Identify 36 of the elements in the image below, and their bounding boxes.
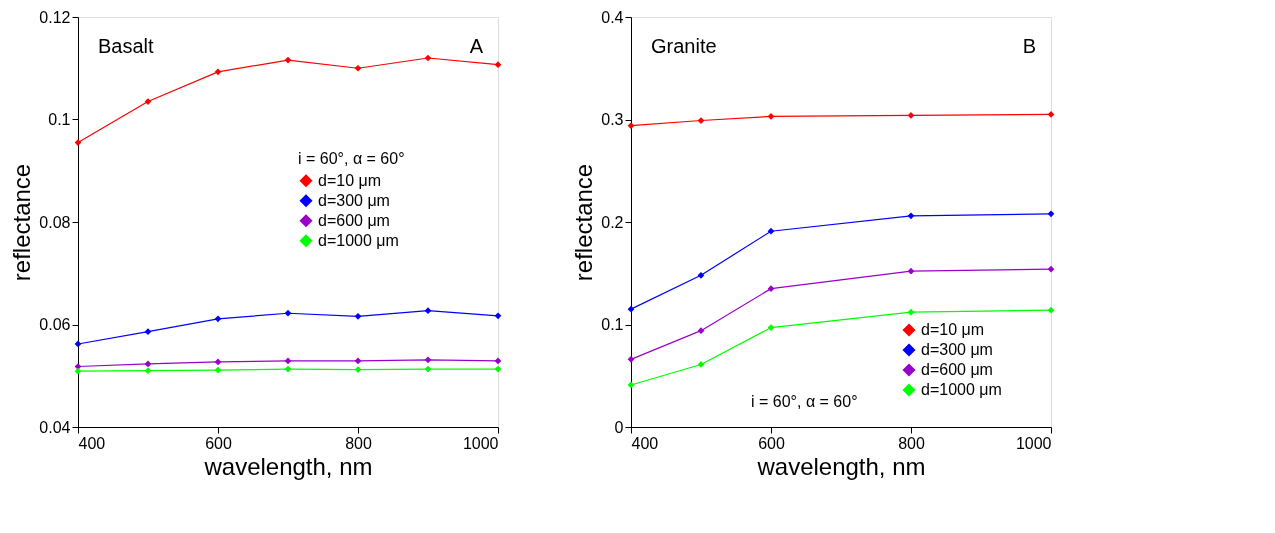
legend-label: d=300 μm: [318, 191, 390, 209]
x-tick-label: 1000: [462, 434, 499, 452]
annotation: A: [469, 35, 484, 57]
y-tick-label: 0.3: [601, 111, 624, 128]
legend-label: d=1000 μm: [318, 231, 399, 249]
y-tick-label: 0: [614, 418, 624, 436]
x-tick-label: 400: [631, 434, 659, 452]
x-axis-title: wavelength, nm: [203, 452, 373, 480]
x-tick-label: 600: [205, 434, 232, 452]
legend-label: d=300 μm: [921, 341, 993, 358]
annotation: i = 60°, α = 60°: [751, 393, 858, 410]
annotation: Basalt: [98, 35, 155, 57]
x-tick-label: 800: [345, 434, 372, 452]
x-axis-title: wavelength, nm: [756, 452, 926, 480]
legend-title: i = 60°, α = 60°: [298, 149, 405, 167]
legend-label: d=600 μm: [921, 361, 993, 378]
y-axis-title: reflectance: [8, 163, 36, 282]
y-tick-label: 0.4: [601, 8, 624, 26]
legend-label: d=600 μm: [318, 211, 390, 229]
y-tick-label: 0.08: [39, 213, 71, 231]
legend-label: d=1000 μm: [921, 381, 1002, 398]
y-axis-title: reflectance: [570, 163, 598, 282]
x-tick-label: 800: [898, 434, 925, 452]
x-tick-label: 1000: [1015, 434, 1052, 452]
x-tick-label: 400: [78, 434, 106, 452]
y-tick-label: 0.1: [601, 316, 624, 333]
legend-label: d=10 μm: [921, 321, 985, 338]
y-tick-label: 0.06: [39, 316, 71, 333]
annotation: Granite: [651, 35, 717, 57]
x-tick-label: 600: [758, 434, 785, 452]
y-tick-label: 0.2: [601, 213, 624, 231]
y-tick-label: 0.12: [39, 8, 71, 26]
legend-label: d=10 μm: [318, 171, 382, 189]
y-tick-label: 0.1: [48, 111, 71, 128]
y-tick-label: 0.04: [39, 418, 71, 436]
annotation: B: [1022, 35, 1036, 57]
